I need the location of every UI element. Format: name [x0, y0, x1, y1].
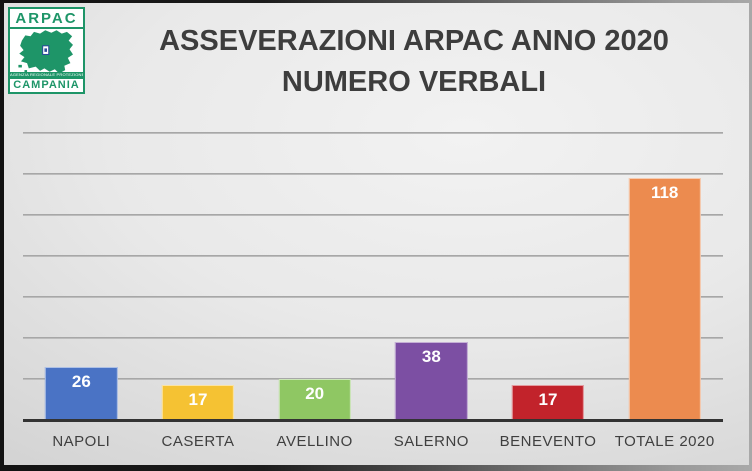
x-axis-label-salerno: SALERNO [393, 433, 469, 450]
bar-slot-salerno: 38 [373, 133, 490, 420]
plot-area: 26 17 20 38 17 118 [23, 132, 723, 422]
gridline-140 [23, 132, 723, 134]
logo-emblem-icon [41, 44, 49, 55]
gridline-20 [23, 378, 723, 380]
gridline-100 [23, 214, 723, 216]
bar-value-label: 38 [421, 347, 441, 367]
bar-slot-napoli: 26 [23, 133, 140, 420]
campania-map-icon [10, 29, 83, 72]
bar-series: 26 17 20 38 17 118 [23, 133, 723, 420]
arpac-logo-region: CAMPANIA [10, 78, 83, 92]
bar-slot-avellino: 20 [256, 133, 373, 420]
x-axis-label-napoli: NAPOLI [52, 433, 111, 450]
bar-value-label: 17 [188, 390, 208, 410]
bar-slot-benevento: 17 [490, 133, 607, 420]
gridline-80 [23, 255, 723, 257]
gridline-40 [23, 337, 723, 339]
x-axis-line [23, 419, 723, 422]
arpac-logo: ARPAC AGENZIA REGIONALE PROTEZIONE AMBIE… [8, 7, 85, 94]
bar-totale-2020: 118 [628, 178, 701, 420]
bar-slot-totale-2020: 118 [606, 133, 723, 420]
x-axis-labels: NAPOLI CASERTA AVELLINO SALERNO BENEVENTO TOT… [23, 431, 723, 453]
x-axis-label-caserta: CASERTA [161, 433, 235, 450]
bar-caserta: 17 [161, 385, 235, 420]
bar-avellino: 20 [278, 379, 351, 420]
gridline-60 [23, 296, 723, 298]
bar-value-label: 20 [305, 384, 325, 403]
bar-value-label: 17 [538, 390, 558, 410]
bar-value-label: 26 [71, 371, 91, 391]
bar-napoli: 26 [45, 366, 118, 420]
slide-background: ARPAC AGENZIA REGIONALE PROTEZIONE AMBIE… [4, 3, 749, 465]
x-axis-label-benevento: BENEVENTO [499, 433, 597, 450]
gridline-120 [23, 173, 723, 175]
bar-salerno: 38 [395, 342, 468, 420]
arpac-logo-acronym: ARPAC [10, 9, 83, 29]
x-axis-label-avellino: AVELLINO [276, 433, 353, 450]
chart-title-line2: NUMERO VERBALI [281, 66, 547, 98]
x-axis-label-totale-2020: TOTALE 2020 [614, 433, 715, 450]
arpac-logo-banner: AGENZIA REGIONALE PROTEZIONE AMBIENTALE [10, 72, 83, 78]
chart-title: ASSEVERAZIONI ARPAC ANNO 2020 NUMERO VER… [89, 21, 739, 103]
bar-value-label: 118 [650, 183, 679, 203]
bar-benevento: 17 [511, 385, 585, 420]
chart-title-line1: ASSEVERAZIONI ARPAC ANNO 2020 [159, 25, 669, 57]
bar-slot-caserta: 17 [140, 133, 257, 420]
